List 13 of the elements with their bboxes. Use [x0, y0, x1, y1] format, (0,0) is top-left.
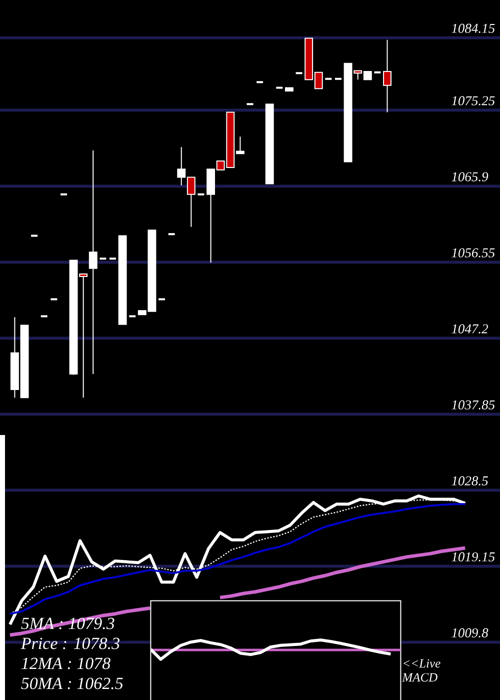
annotation: 12MA : 1078	[22, 658, 110, 670]
y-tick-label: 1056.55	[452, 248, 495, 258]
y-tick-label: 1037.85	[452, 400, 495, 410]
y-tick-label: 1009.8	[452, 628, 488, 638]
annotation: 50MA : 1062.5	[21, 678, 123, 690]
y-tick-label: 1047.2	[452, 324, 488, 334]
annotation: <<Live MACD	[402, 659, 440, 682]
annotation: Price : 1078.3	[20, 638, 120, 650]
y-tick-label: 1028.5	[452, 476, 488, 486]
y-tick-label: 1065.9	[452, 172, 488, 182]
y-tick-label: 1019.15	[452, 552, 495, 562]
y-tick-label: 1075.25	[452, 96, 495, 106]
y-tick-label: 1084.15	[452, 24, 495, 33]
